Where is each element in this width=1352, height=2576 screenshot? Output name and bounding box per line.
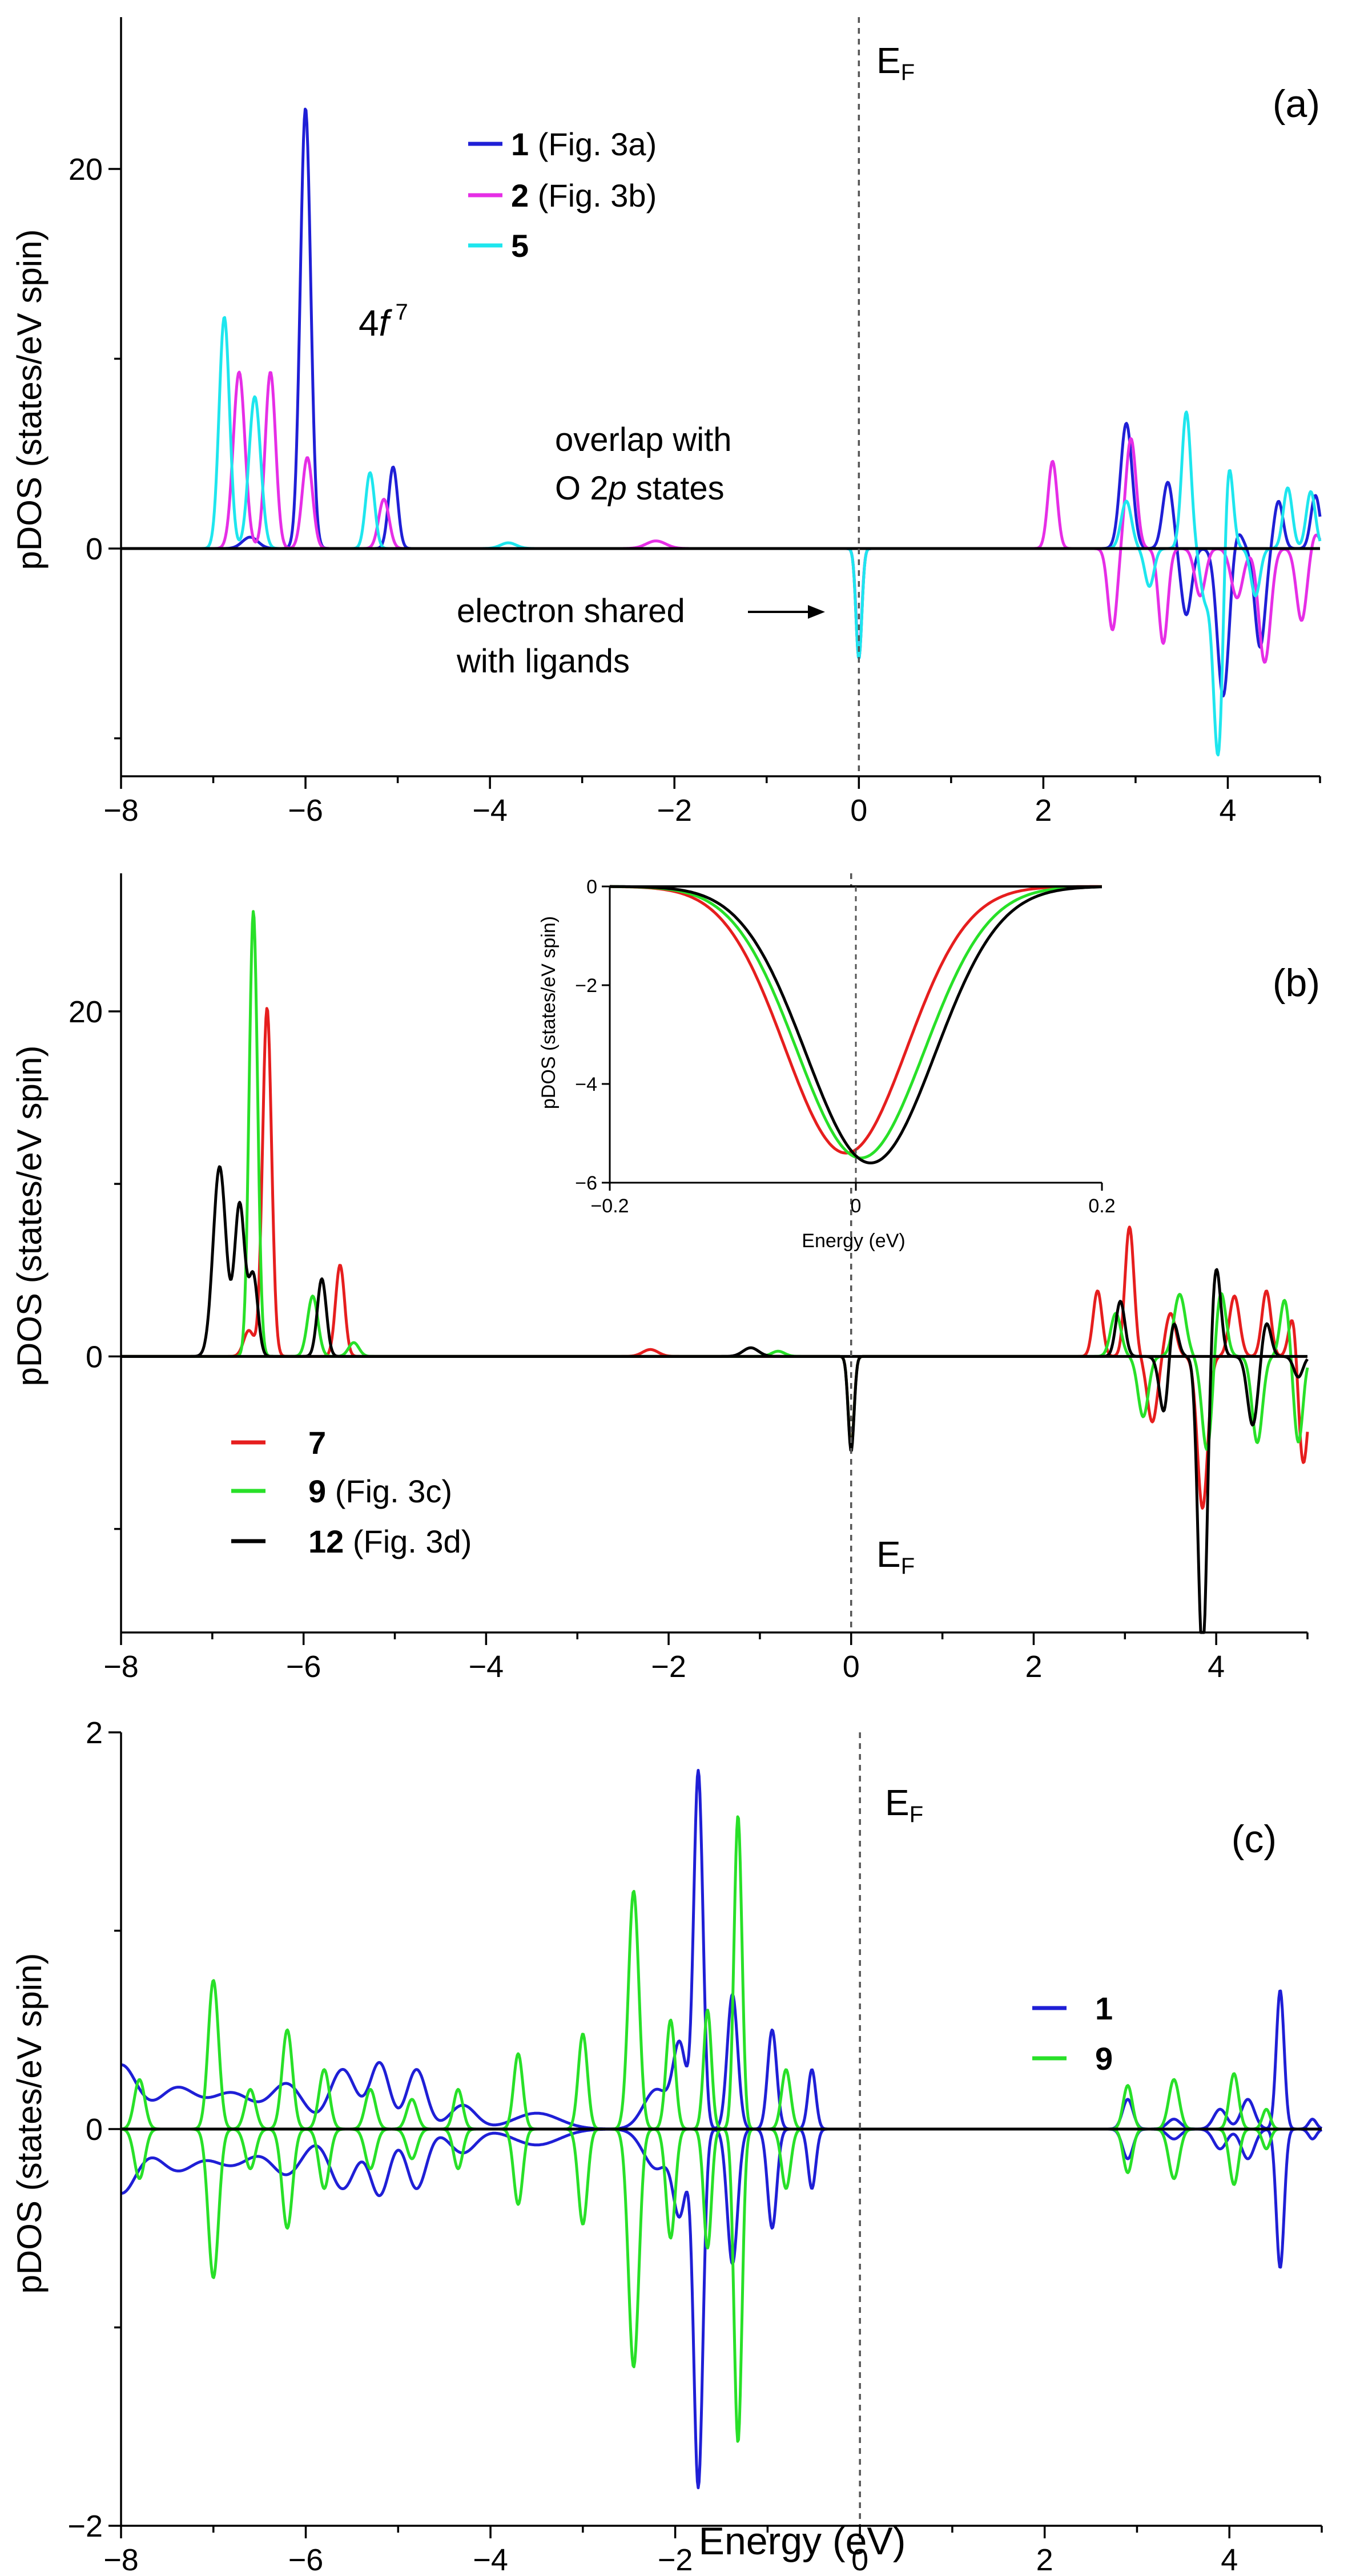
x-tick-label: 4 (1221, 2543, 1238, 2576)
y-tick-label: 20 (69, 995, 103, 1029)
svg-text:1: 1 (1095, 1990, 1113, 2026)
x-tick-label: −8 (103, 1650, 139, 1684)
panel-b-label: (b) (1273, 961, 1320, 1005)
inset-ylabel: pDOS (states/eV spin) (538, 916, 560, 1109)
legend-entry-c1: 1 (1032, 1990, 1113, 2026)
svg-text:2 (Fig. 3b): 2 (Fig. 3b) (511, 178, 657, 213)
panel-c-ylabel: pDOS (states/eV spin) (10, 1953, 49, 2294)
panel-c-legend: 1 9 (1032, 1990, 1113, 2077)
svg-text:12 (Fig. 3d): 12 (Fig. 3d) (308, 1523, 472, 1559)
x-tick-label: −2 (658, 2543, 693, 2576)
x-tick-label: 0 (850, 793, 867, 828)
panel-a: −8 −6 −4 −2 0 2 4 0 20 pDOS (states/eV spin) (a)… (10, 17, 1322, 828)
legend-entry-12: 12 (Fig. 3d) (231, 1523, 472, 1559)
svg-text:1 (Fig. 3a): 1 (Fig. 3a) (511, 126, 657, 162)
x-tick-label: 2 (1035, 793, 1052, 828)
x-tick-label: −4 (473, 2543, 508, 2576)
legend-entry-c9: 9 (1032, 2041, 1113, 2077)
x-tick-label: 2 (1036, 2543, 1053, 2576)
annotation-overlap-line1: overlap with (555, 421, 731, 458)
y-tick-label: 20 (69, 152, 103, 187)
inset-x-tick-label: 0.2 (1088, 1195, 1115, 1217)
panel-a-label: (a) (1273, 82, 1320, 126)
x-tick-label: 4 (1208, 1650, 1225, 1684)
inset-plot: −0.2 0 0.2 0 −2 −4 −6 Energy (eV) pDOS (states… (538, 876, 1116, 1252)
svg-text:5: 5 (511, 228, 529, 264)
x-tick-label: −4 (472, 793, 508, 828)
inset-y-tick-label: −6 (575, 1172, 597, 1194)
inset-series-12-line (610, 885, 1102, 1164)
inset-xlabel: Energy (eV) (802, 1230, 905, 1252)
x-tick-label: −6 (288, 2543, 324, 2576)
legend-entry-2: 2 (Fig. 3b) (468, 178, 657, 213)
panel-c-fermi-label: EF (885, 1782, 923, 1827)
panel-a-ylabel: pDOS (states/eV spin) (10, 229, 49, 570)
x-tick-label: 0 (851, 2543, 868, 2576)
inset-x-tick-label: 0 (851, 1195, 862, 1217)
legend-entry-7: 7 (231, 1425, 326, 1461)
y-tick-label: 0 (86, 1340, 103, 1374)
panel-b-ylabel: pDOS (states/eV spin) (10, 1046, 49, 1386)
x-tick-label: −6 (288, 793, 323, 828)
x-tick-label: 4 (1219, 793, 1236, 828)
x-tick-label: −4 (469, 1650, 504, 1684)
y-tick-label: 0 (86, 2113, 103, 2147)
x-tick-label: −2 (657, 793, 692, 828)
y-tick-label: 0 (86, 532, 103, 566)
panel-c: −8 −6 −4 −2 0 2 4 −2 0 2 pDOS (states/eV spin) (c… (10, 1716, 1323, 2576)
x-axis-title: Energy (eV) (699, 2519, 906, 2563)
x-tick-label: −8 (103, 793, 139, 828)
x-tick-label: −2 (651, 1650, 686, 1684)
legend-entry-1: 1 (Fig. 3a) (468, 126, 657, 162)
x-tick-label: 0 (843, 1650, 860, 1684)
inset-y-tick-label: −2 (575, 975, 597, 997)
panel-b-fermi-label: EF (876, 1534, 915, 1579)
panel-b-legend: 7 9 (Fig. 3c) 12 (Fig. 3d) (231, 1425, 472, 1559)
panel-c-label: (c) (1232, 1817, 1277, 1861)
svg-text:7: 7 (308, 1425, 326, 1461)
legend-entry-5: 5 (468, 228, 529, 264)
panel-b: −8 −6 −4 −2 0 2 4 0 20 pDOS (states/eV spin) (b)… (10, 873, 1320, 1684)
annotation-arrow (748, 605, 825, 619)
annotation-overlap-line2: O 2p states (555, 470, 725, 507)
inset-y-tick-label: −4 (575, 1074, 597, 1095)
legend-entry-9: 9 (Fig. 3c) (231, 1473, 452, 1509)
annotation-shared-line2: with ligands (456, 643, 630, 680)
x-tick-label: −8 (103, 2543, 139, 2576)
panel-a-legend: 1 (Fig. 3a) 2 (Fig. 3b) 5 (468, 126, 657, 264)
x-tick-label: −6 (286, 1650, 321, 1684)
svg-text:9: 9 (1095, 2041, 1113, 2077)
x-tick-label: 2 (1025, 1650, 1042, 1684)
inset-x-tick-label: −0.2 (590, 1195, 629, 1217)
y-tick-label: 2 (86, 1716, 103, 1750)
inset-y-tick-label: 0 (586, 876, 597, 898)
svg-text:9 (Fig. 3c): 9 (Fig. 3c) (308, 1473, 452, 1509)
y-tick-label: −2 (67, 2509, 103, 2543)
annotation-shared-line1: electron shared (457, 592, 685, 630)
panel-a-fermi-label: EF (876, 40, 915, 85)
